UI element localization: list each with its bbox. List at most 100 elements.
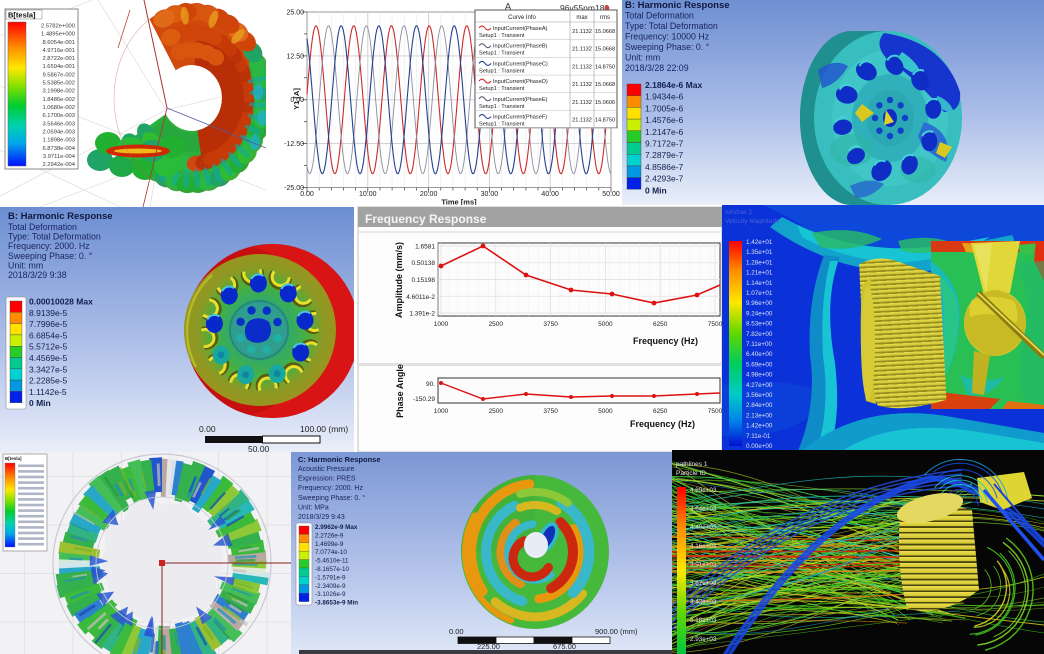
- svg-text:3.18e+03: 3.18e+03: [690, 617, 717, 624]
- svg-text:100.00 (mm): 100.00 (mm): [300, 424, 348, 434]
- svg-text:-12.50: -12.50: [284, 141, 304, 148]
- svg-text:window 2: window 2: [724, 209, 752, 216]
- svg-text:InputCurrent(PhaseC): InputCurrent(PhaseC): [493, 61, 548, 67]
- svg-text:-3.8653e-9 Min: -3.8653e-9 Min: [315, 600, 358, 607]
- svg-text:-25.00: -25.00: [284, 185, 304, 192]
- svg-text:1.7005e-6: 1.7005e-6: [645, 103, 684, 113]
- svg-text:1.1142e-5: 1.1142e-5: [29, 387, 67, 397]
- svg-text:Setup1 : Transient: Setup1 : Transient: [479, 68, 525, 74]
- svg-text:6.8738e-004: 6.8738e-004: [42, 146, 75, 152]
- svg-text:Velocity Magnitude: Velocity Magnitude: [725, 218, 780, 225]
- svg-text:50.00: 50.00: [248, 444, 270, 452]
- svg-text:6.40e+00: 6.40e+00: [746, 351, 773, 358]
- svg-text:3.1998e-002: 3.1998e-002: [42, 89, 75, 95]
- svg-text:Unit: mm: Unit: mm: [8, 260, 43, 270]
- svg-text:1.42e+00: 1.42e+00: [746, 423, 773, 430]
- svg-text:6.1700e-003: 6.1700e-003: [42, 113, 75, 119]
- svg-text:1000: 1000: [434, 408, 449, 415]
- svg-text:7.11e+00: 7.11e+00: [746, 341, 772, 348]
- svg-text:C: Harmonic Response: C: Harmonic Response: [298, 455, 381, 464]
- svg-text:3750: 3750: [543, 408, 558, 415]
- svg-text:0.00: 0.00: [300, 191, 314, 198]
- svg-text:2.5782e+000: 2.5782e+000: [41, 24, 75, 30]
- svg-text:1.07e+01: 1.07e+01: [746, 290, 773, 297]
- svg-text:4.4569e-5: 4.4569e-5: [29, 353, 68, 363]
- svg-text:14.8750: 14.8750: [595, 118, 615, 124]
- svg-text:Sweeping Phase: 0. °: Sweeping Phase: 0. °: [298, 494, 365, 502]
- svg-text:0.00: 0.00: [199, 424, 216, 434]
- svg-text:1.6581: 1.6581: [415, 244, 435, 251]
- svg-text:21.1132: 21.1132: [572, 47, 592, 53]
- svg-text:-1.5791e-9: -1.5791e-9: [315, 574, 346, 581]
- svg-text:21.1132: 21.1132: [572, 29, 592, 35]
- svg-text:21.1132: 21.1132: [572, 82, 592, 88]
- svg-text:6250: 6250: [653, 408, 668, 415]
- svg-text:12.50: 12.50: [286, 53, 304, 60]
- svg-text:96v55nm180: 96v55nm180: [560, 3, 609, 13]
- svg-text:7.11e-01: 7.11e-01: [746, 433, 771, 440]
- svg-text:Total Deformation: Total Deformation: [625, 11, 694, 21]
- svg-text:20.00: 20.00: [420, 191, 438, 198]
- svg-text:0.15198: 0.15198: [412, 277, 436, 284]
- svg-text:Type: Total Deformation: Type: Total Deformation: [625, 21, 718, 31]
- svg-text:3.42e+03: 3.42e+03: [690, 599, 717, 606]
- svg-text:8.6054e-001: 8.6054e-001: [42, 40, 75, 46]
- svg-text:2500: 2500: [489, 321, 504, 328]
- svg-text:0.00010028 Max: 0.00010028 Max: [29, 297, 93, 307]
- svg-text:50.00: 50.00: [602, 191, 620, 198]
- svg-text:Phase Angle: Phase Angle: [395, 364, 405, 418]
- svg-text:3.56e+00: 3.56e+00: [746, 392, 773, 399]
- svg-text:Frequency Response: Frequency Response: [365, 212, 487, 226]
- svg-text:225.00: 225.00: [477, 642, 500, 651]
- svg-text:Unit: mm: Unit: mm: [625, 53, 660, 63]
- svg-text:1.1898e-003: 1.1898e-003: [42, 138, 75, 144]
- svg-text:max: max: [576, 15, 587, 21]
- svg-text:Setup1 : Transient: Setup1 : Transient: [479, 104, 525, 110]
- svg-text:2.0594e-003: 2.0594e-003: [42, 129, 75, 135]
- svg-text:Expression: PRES: Expression: PRES: [298, 476, 356, 483]
- svg-text:0 Min: 0 Min: [29, 398, 51, 408]
- svg-text:4.89e+03: 4.89e+03: [690, 487, 717, 494]
- svg-text:0.00: 0.00: [449, 627, 464, 636]
- svg-text:10.00: 10.00: [359, 191, 377, 198]
- svg-text:21.1132: 21.1132: [572, 64, 592, 70]
- svg-text:4.6011e-2: 4.6011e-2: [406, 294, 435, 301]
- svg-text:2018/3/28 22:09: 2018/3/28 22:09: [625, 63, 689, 73]
- svg-text:2.8722e-001: 2.8722e-001: [42, 56, 75, 62]
- svg-text:7500: 7500: [708, 321, 722, 328]
- svg-text:Frequency: 10000 Hz: Frequency: 10000 Hz: [625, 32, 709, 42]
- svg-text:9.7172e-7: 9.7172e-7: [645, 139, 684, 149]
- svg-text:2018/3/29 9:38: 2018/3/29 9:38: [8, 270, 67, 280]
- svg-text:25.00: 25.00: [286, 10, 304, 17]
- svg-text:InputCurrent(PhaseB): InputCurrent(PhaseB): [493, 44, 548, 50]
- svg-text:2.93e+03: 2.93e+03: [690, 636, 717, 643]
- svg-text:Setup1 : Transient: Setup1 : Transient: [479, 86, 525, 92]
- svg-text:2500: 2500: [489, 408, 504, 415]
- svg-text:Sweeping Phase: 0. °: Sweeping Phase: 0. °: [625, 42, 709, 52]
- svg-text:Setup1 : Transient: Setup1 : Transient: [479, 33, 525, 39]
- svg-text:1.4576e-6: 1.4576e-6: [645, 115, 684, 125]
- svg-text:InputCurrent(PhaseD): InputCurrent(PhaseD): [493, 79, 548, 85]
- svg-text:3.91e+03: 3.91e+03: [690, 561, 717, 568]
- svg-text:3.5646e-003: 3.5646e-003: [42, 121, 75, 127]
- svg-text:3750: 3750: [543, 321, 558, 328]
- svg-text:4.64e+03: 4.64e+03: [690, 506, 717, 513]
- svg-text:B: Harmonic Response: B: Harmonic Response: [8, 211, 113, 222]
- svg-text:2.13e+00: 2.13e+00: [746, 412, 773, 419]
- svg-text:-3.1026e-9: -3.1026e-9: [315, 591, 346, 598]
- svg-text:rms: rms: [600, 15, 610, 21]
- svg-text:6250: 6250: [653, 321, 668, 328]
- svg-text:9.24e+00: 9.24e+00: [746, 310, 773, 317]
- svg-text:14.8750: 14.8750: [595, 64, 615, 70]
- svg-text:3.3427e-5: 3.3427e-5: [29, 364, 68, 374]
- svg-text:7.82e+00: 7.82e+00: [746, 331, 773, 338]
- svg-text:Frequency: 2000. Hz: Frequency: 2000. Hz: [298, 485, 363, 492]
- svg-text:21.1132: 21.1132: [572, 100, 592, 106]
- svg-text:2.2285e-5: 2.2285e-5: [29, 376, 68, 386]
- svg-text:1.391e-2: 1.391e-2: [409, 311, 435, 318]
- svg-text:Total Deformation: Total Deformation: [8, 222, 77, 232]
- svg-text:-2.3409e-9: -2.3409e-9: [315, 583, 346, 590]
- svg-text:9.96e+00: 9.96e+00: [746, 300, 773, 307]
- svg-text:1.4699e-9: 1.4699e-9: [315, 541, 344, 548]
- svg-text:21.1132: 21.1132: [572, 118, 592, 124]
